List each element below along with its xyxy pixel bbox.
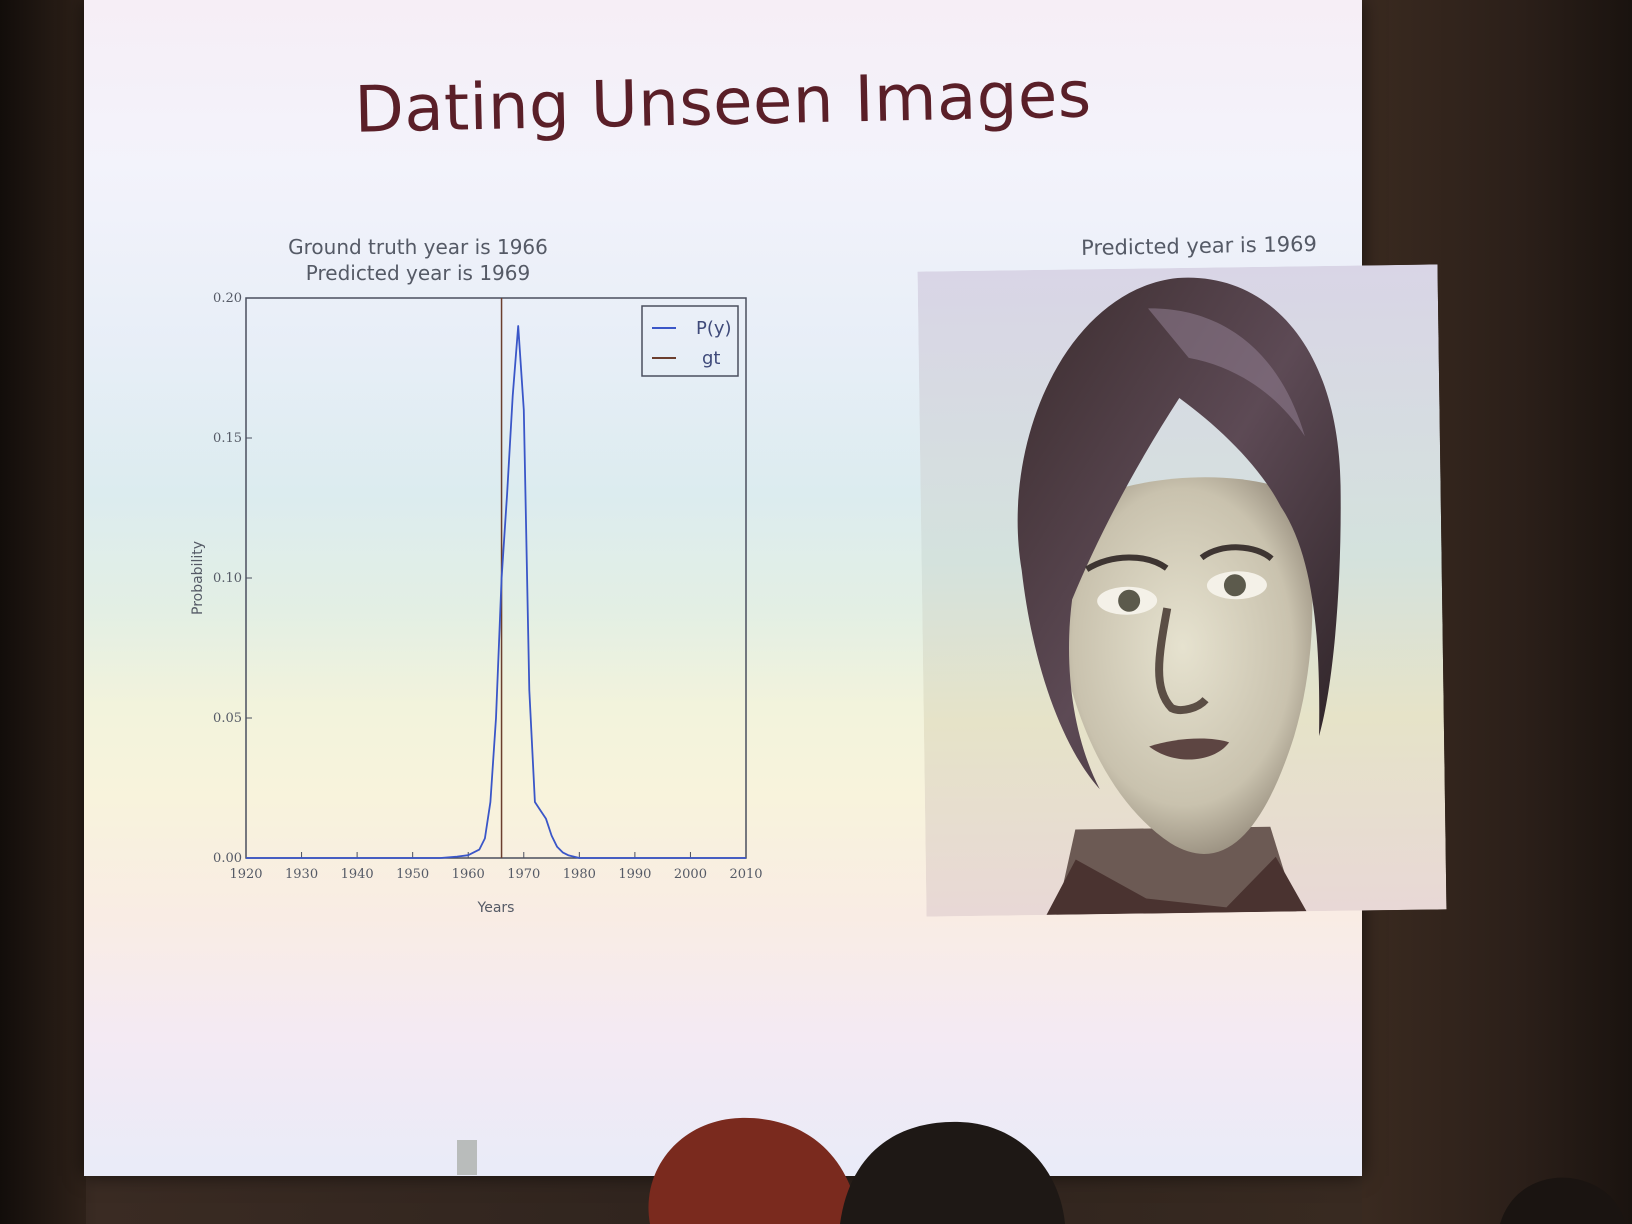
y-tick-label: 0.10 <box>213 571 242 586</box>
right-iris <box>1223 574 1246 597</box>
y-tick-label: 0.00 <box>213 851 242 866</box>
hair-highlight <box>1148 308 1305 437</box>
photo-title: Predicted year is 1969 <box>1080 231 1318 261</box>
x-tick-label: 2010 <box>729 867 762 882</box>
series-line-py <box>246 325 746 859</box>
x-tick-label: 1970 <box>507 867 540 882</box>
left-iris <box>1118 589 1141 612</box>
nose-shadow <box>1155 607 1209 715</box>
audience-head-red <box>648 1117 860 1224</box>
y-tick-label: 0.05 <box>213 711 242 726</box>
y-tick-label: 0.15 <box>213 431 242 446</box>
x-tick-label: 1920 <box>229 867 262 882</box>
y-tick-label: 0.20 <box>213 291 242 306</box>
x-tick-label: 1960 <box>452 867 485 882</box>
audience-head-dark <box>840 1121 1065 1224</box>
x-tick-label: 1940 <box>341 867 374 882</box>
face <box>1050 477 1313 854</box>
left-wall <box>0 0 86 1224</box>
right-brow <box>1199 544 1274 562</box>
mouth <box>1149 738 1230 760</box>
y-axis-label: Probability <box>190 541 206 615</box>
plot-frame <box>245 297 747 859</box>
probability-chart: Ground truth year is 1966 Predicted year… <box>190 235 763 916</box>
x-tick-label: 1990 <box>618 867 651 882</box>
portrait-image <box>917 264 1447 917</box>
x-tick-label: 1980 <box>563 867 596 882</box>
x-tick-label: 1930 <box>285 867 318 882</box>
legend-gt-label: gt <box>702 348 720 369</box>
audience-head-far <box>1500 1177 1625 1224</box>
chart-title: Ground truth year is 1966 <box>288 235 548 259</box>
collar <box>1046 856 1307 915</box>
projection-screen: Dating Unseen Images Ground truth year i… <box>84 0 1447 1176</box>
hair <box>1017 277 1341 790</box>
chart-subtitle: Predicted year is 1969 <box>306 261 530 285</box>
legend-box <box>641 305 739 377</box>
x-axis-label: Years <box>477 900 515 916</box>
legend-py-label: P(y) <box>696 318 732 339</box>
slide-title: Dating Unseen Images <box>353 58 1093 148</box>
x-tick-label: 1950 <box>396 867 429 882</box>
audience-silhouettes <box>457 1117 1625 1224</box>
lectern-light <box>457 1140 477 1175</box>
chart-legend: P(y) gt <box>641 305 739 377</box>
x-tick-label: 2000 <box>674 867 707 882</box>
left-brow <box>1085 554 1169 572</box>
